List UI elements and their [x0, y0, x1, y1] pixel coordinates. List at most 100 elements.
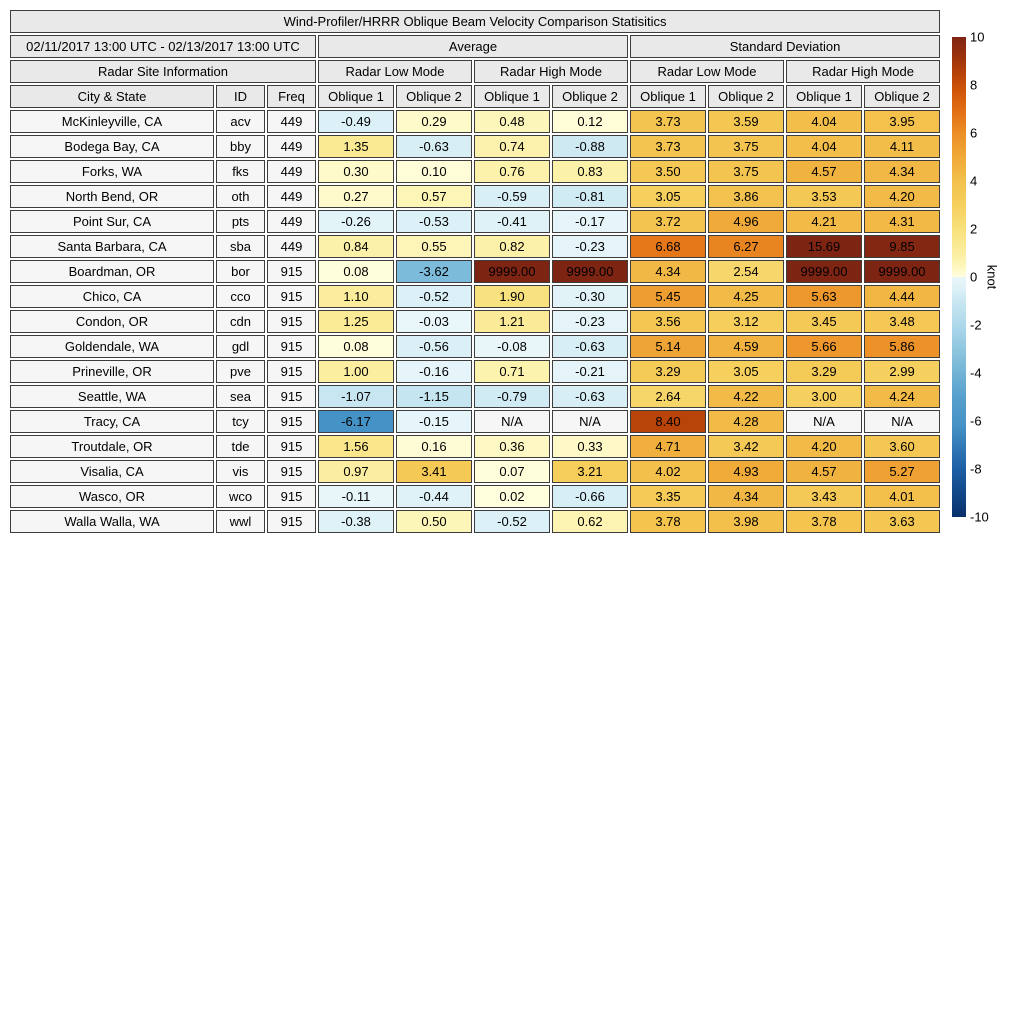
value-cell: 5.14 [630, 335, 706, 358]
freq-cell: 915 [267, 410, 316, 433]
value-cell: 5.45 [630, 285, 706, 308]
value-cell: -0.30 [552, 285, 628, 308]
value-cell: 9999.00 [474, 260, 550, 283]
value-cell: 9999.00 [552, 260, 628, 283]
stats-table: Wind-Profiler/HRRR Oblique Beam Velocity… [8, 8, 942, 535]
table-row: Chico, CA cco 915 1.10 -0.52 1.90 -0.30 5.45 4.2… [10, 285, 941, 308]
city-state-cell: Forks, WA [10, 160, 214, 183]
value-cell: -0.63 [552, 385, 628, 408]
value-cell: -0.38 [318, 510, 394, 533]
value-cell: 0.10 [396, 160, 472, 183]
city-state-cell: Boardman, OR [10, 260, 214, 283]
value-cell: 3.78 [630, 510, 706, 533]
table-row: Forks, WA fks 449 0.30 0.10 0.76 0.83 3.50 3.75 4… [10, 160, 941, 183]
value-cell: 0.07 [474, 460, 550, 483]
table-row: Prineville, OR pve 915 1.00 -0.16 0.71 -0.21 3.… [10, 360, 941, 383]
freq-cell: 915 [267, 510, 316, 533]
table-row: McKinleyville, CA acv 449 -0.49 0.29 0.48 0.12… [10, 110, 941, 133]
value-cell: 3.63 [864, 510, 941, 533]
freq-cell: 915 [267, 485, 316, 508]
colorbar-tick-label: -6 [970, 413, 982, 429]
value-cell: 4.01 [864, 485, 941, 508]
value-cell: 3.00 [786, 385, 862, 408]
value-cell: -0.66 [552, 485, 628, 508]
site-id-cell: gdl [216, 335, 265, 358]
value-cell: 3.45 [786, 310, 862, 333]
value-cell: 0.08 [318, 335, 394, 358]
value-cell: 3.41 [396, 460, 472, 483]
freq-cell: 449 [267, 135, 316, 158]
table-row: Visalia, CA vis 915 0.97 3.41 0.07 3.21 4.02 4.9… [10, 460, 941, 483]
value-cell: 4.31 [864, 210, 941, 233]
value-cell: 3.59 [708, 110, 784, 133]
colorbar-tick-label: -8 [970, 461, 982, 477]
col-avg-high-oblique2-header: Oblique 2 [552, 85, 628, 108]
value-cell: 5.86 [864, 335, 941, 358]
avg-radar-high-mode-header: Radar High Mode [474, 60, 628, 83]
value-cell: 3.42 [708, 435, 784, 458]
value-cell: 0.82 [474, 235, 550, 258]
value-cell: 4.71 [630, 435, 706, 458]
value-cell: 4.96 [708, 210, 784, 233]
freq-cell: 449 [267, 110, 316, 133]
value-cell: 4.34 [630, 260, 706, 283]
value-cell: 4.57 [786, 460, 862, 483]
value-cell: -6.17 [318, 410, 394, 433]
city-state-cell: Seattle, WA [10, 385, 214, 408]
value-cell: 2.54 [708, 260, 784, 283]
value-cell: 3.73 [630, 135, 706, 158]
value-cell: 0.83 [552, 160, 628, 183]
value-cell: -0.21 [552, 360, 628, 383]
value-cell: 3.78 [786, 510, 862, 533]
value-cell: 3.95 [864, 110, 941, 133]
table-row: Walla Walla, WA wwl 915 -0.38 0.50 -0.52 0.62 3… [10, 510, 941, 533]
value-cell: 0.55 [396, 235, 472, 258]
value-cell: 0.30 [318, 160, 394, 183]
value-cell: 1.00 [318, 360, 394, 383]
value-cell: 3.72 [630, 210, 706, 233]
colorbar-tick-label: -4 [970, 365, 982, 381]
freq-cell: 449 [267, 235, 316, 258]
freq-cell: 915 [267, 285, 316, 308]
colorbar-tick-label: -2 [970, 317, 982, 333]
value-cell: N/A [552, 410, 628, 433]
value-cell: -0.23 [552, 310, 628, 333]
value-cell: 1.35 [318, 135, 394, 158]
group-standard-deviation-header: Standard Deviation [630, 35, 941, 58]
site-id-cell: oth [216, 185, 265, 208]
site-id-cell: bby [216, 135, 265, 158]
value-cell: -0.08 [474, 335, 550, 358]
value-cell: 0.84 [318, 235, 394, 258]
col-city-state-header: City & State [10, 85, 214, 108]
site-id-cell: fks [216, 160, 265, 183]
value-cell: 3.29 [786, 360, 862, 383]
table-row: Bodega Bay, CA bby 449 1.35 -0.63 0.74 -0.88 3.… [10, 135, 941, 158]
site-id-cell: pve [216, 360, 265, 383]
value-cell: 0.27 [318, 185, 394, 208]
value-cell: 0.36 [474, 435, 550, 458]
stats-table-body: McKinleyville, CA acv 449 -0.49 0.29 0.48 0.12… [10, 110, 941, 533]
colorbar-tick-label: 8 [970, 77, 978, 93]
value-cell: 3.50 [630, 160, 706, 183]
value-cell: -0.63 [396, 135, 472, 158]
value-cell: -0.53 [396, 210, 472, 233]
mode-header-row: Radar Site Information Radar Low Mode Ra… [10, 60, 941, 83]
table-title: Wind-Profiler/HRRR Oblique Beam Velocity… [10, 10, 941, 33]
value-cell: -0.11 [318, 485, 394, 508]
value-cell: 4.02 [630, 460, 706, 483]
city-state-cell: Point Sur, CA [10, 210, 214, 233]
freq-cell: 449 [267, 185, 316, 208]
std-radar-low-mode-header: Radar Low Mode [630, 60, 784, 83]
value-cell: 3.75 [708, 160, 784, 183]
site-id-cell: cdn [216, 310, 265, 333]
site-id-cell: wwl [216, 510, 265, 533]
city-state-cell: Bodega Bay, CA [10, 135, 214, 158]
value-cell: -0.52 [474, 510, 550, 533]
value-cell: 6.68 [630, 235, 706, 258]
value-cell: -0.41 [474, 210, 550, 233]
table-row: Goldendale, WA gdl 915 0.08 -0.56 -0.08 -0.63 5… [10, 335, 941, 358]
value-cell: 3.75 [708, 135, 784, 158]
site-id-cell: tcy [216, 410, 265, 433]
colorbar-ticks: 10 8 6 4 2 0 -2 -4 -6 -8 -10 [970, 31, 1006, 524]
